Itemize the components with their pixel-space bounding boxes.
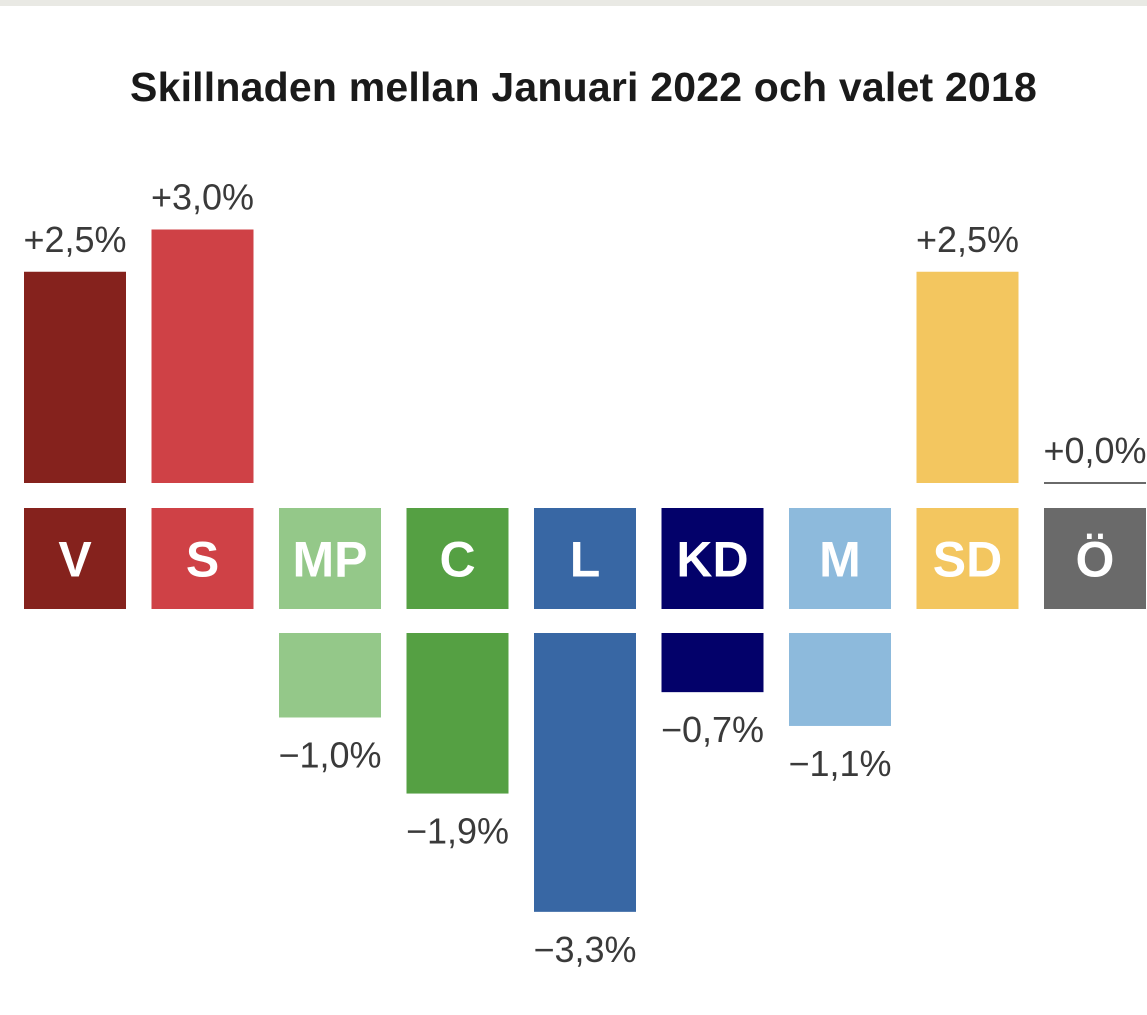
party-box-kd <box>661 508 764 609</box>
party-label-c: C <box>439 532 475 588</box>
value-label-l: −3,3% <box>533 929 636 970</box>
party-box-s <box>151 508 254 609</box>
top-bar <box>0 0 1147 6</box>
bar-v <box>24 271 126 483</box>
party-box-l <box>534 508 636 609</box>
value-label-sd: +2,5% <box>916 219 1019 260</box>
party-box-sd <box>916 508 1019 609</box>
party-label-ovriga: Ö <box>1076 532 1115 588</box>
party-box-c <box>406 508 509 609</box>
bar-kd <box>661 633 764 693</box>
party-label-v: V <box>58 532 92 588</box>
bar-sd <box>916 271 1019 483</box>
bar-mp <box>279 633 381 718</box>
party-box-m <box>789 508 891 609</box>
bar-l <box>534 633 636 912</box>
value-label-mp: −1,0% <box>278 735 381 776</box>
value-label-s: +3,0% <box>151 177 254 218</box>
bar-c <box>406 633 509 794</box>
party-label-l: L <box>570 532 601 588</box>
party-label-m: M <box>819 532 861 588</box>
value-label-m: −1,1% <box>788 743 891 784</box>
bar-s <box>151 229 254 483</box>
party-label-kd: KD <box>676 532 748 588</box>
party-box-v <box>24 508 126 609</box>
value-label-kd: −0,7% <box>661 709 764 750</box>
bar-m <box>789 633 891 726</box>
party-box-ovriga <box>1044 508 1146 609</box>
value-label-ovriga: +0,0% <box>1043 430 1146 471</box>
party-box-mp <box>279 508 381 609</box>
party-label-sd: SD <box>933 532 1002 588</box>
value-label-v: +2,5% <box>23 219 126 260</box>
value-label-c: −1,9% <box>406 811 509 852</box>
party-label-mp: MP <box>293 532 368 588</box>
party-label-s: S <box>186 532 219 588</box>
chart-title: Skillnaden mellan Januari 2022 och valet… <box>130 64 1037 110</box>
